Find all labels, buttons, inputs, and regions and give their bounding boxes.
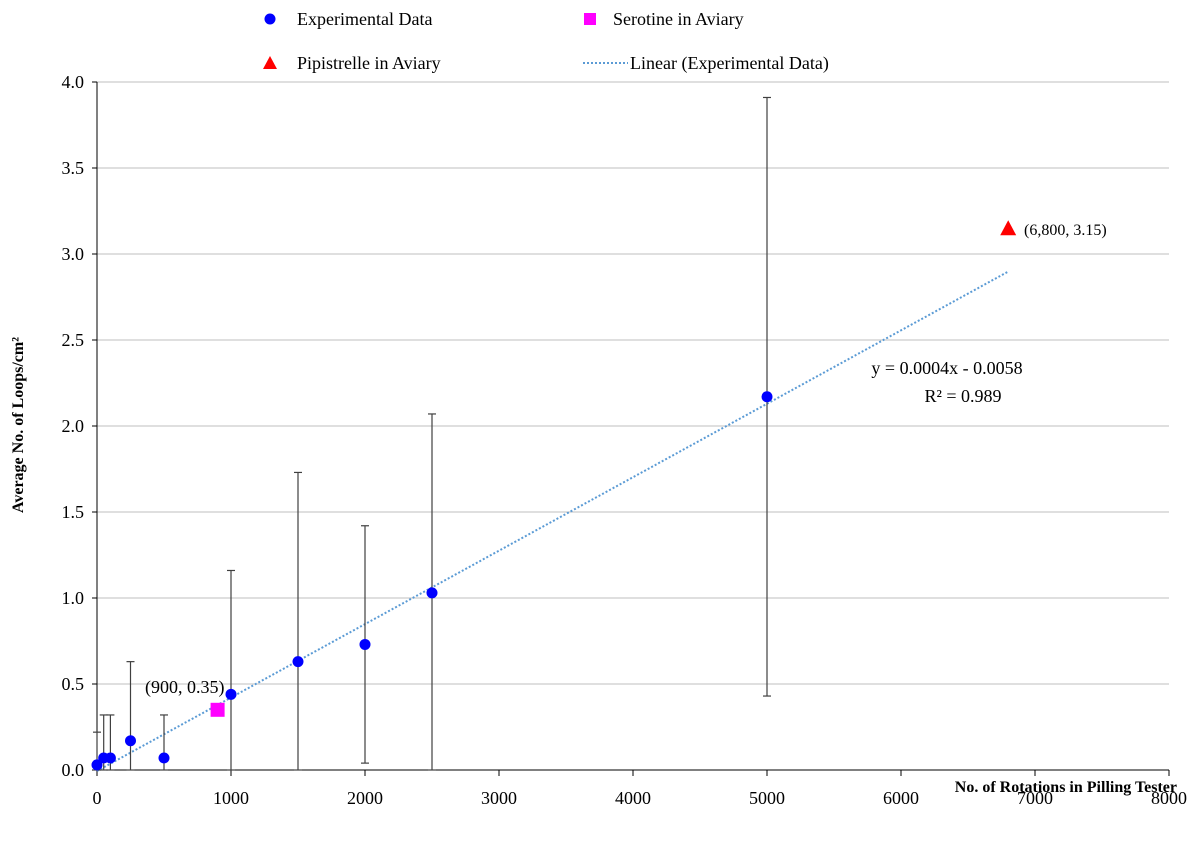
trendline xyxy=(96,270,1009,772)
x-tick-label: 2000 xyxy=(347,788,383,808)
x-axis-title: No. of Rotations in Pilling Tester xyxy=(955,779,1177,796)
data-point xyxy=(125,735,136,747)
legend: Experimental Data Serotine in Aviary Pip… xyxy=(263,9,829,74)
y-tick-label: 1.0 xyxy=(62,588,85,608)
x-tick-label: 7000 xyxy=(1017,788,1053,808)
legend-label-experimental: Experimental Data xyxy=(297,9,432,29)
trendline-equation: y = 0.0004x - 0.0058 xyxy=(871,358,1022,378)
data-point xyxy=(158,752,170,764)
x-tick-label: 1000 xyxy=(213,788,249,808)
trendline-group xyxy=(96,270,1009,772)
axes xyxy=(92,81,1170,776)
legend-circle-marker xyxy=(264,13,276,25)
data-point xyxy=(292,656,304,668)
gridlines xyxy=(97,81,1169,685)
trendline-r2: R² = 0.989 xyxy=(924,386,1001,406)
error-bars xyxy=(93,96,771,771)
y-tick-label: 1.5 xyxy=(62,502,85,522)
y-tick-label: 0.0 xyxy=(62,760,85,780)
legend-label-serotine: Serotine in Aviary xyxy=(613,9,744,29)
y-tick-label: 2.0 xyxy=(62,416,85,436)
x-tick-labels: 0 1000 2000 3000 4000 5000 6000 7000 8000 xyxy=(93,788,1188,808)
data-point xyxy=(91,759,103,771)
y-axis-title: Average No. of Loops/cm² xyxy=(10,337,27,513)
x-tick-label: 6000 xyxy=(883,788,919,808)
data-point-triangle xyxy=(1000,220,1017,236)
y-tick-label: 2.5 xyxy=(62,330,85,350)
y-tick-labels: 0.0 0.5 1.0 1.5 2.0 2.5 3.0 3.5 4.0 xyxy=(62,72,85,780)
x-tick-label: 3000 xyxy=(481,788,517,808)
legend-label-pipistrelle: Pipistrelle in Aviary xyxy=(297,53,441,73)
x-tick-label: 0 xyxy=(93,788,102,808)
data-point-square xyxy=(210,702,225,717)
y-tick-label: 3.5 xyxy=(62,158,85,178)
data-point xyxy=(426,587,438,599)
y-tick-label: 3.0 xyxy=(62,244,85,264)
legend-square-marker xyxy=(584,13,596,25)
x-tick-label: 8000 xyxy=(1151,788,1187,808)
x-tick-label: 4000 xyxy=(615,788,651,808)
x-tick-label: 5000 xyxy=(749,788,785,808)
y-tick-label: 0.5 xyxy=(62,674,85,694)
data-point xyxy=(359,638,371,650)
serotine-annotation: (900, 0.35) xyxy=(145,677,225,698)
pipistrelle-annotation: (6,800, 3.15) xyxy=(1024,222,1107,239)
data-point xyxy=(225,688,237,700)
data-point xyxy=(104,752,116,764)
legend-triangle-marker xyxy=(263,56,277,69)
y-tick-label: 4.0 xyxy=(62,72,85,92)
legend-label-linear: Linear (Experimental Data) xyxy=(630,53,829,74)
data-markers xyxy=(91,220,1017,771)
data-point xyxy=(761,391,773,403)
